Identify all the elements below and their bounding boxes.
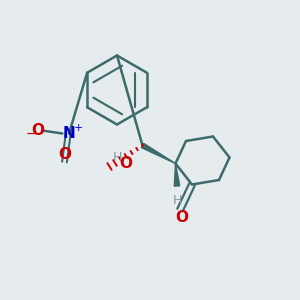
Polygon shape [141, 143, 175, 164]
Text: O: O [119, 156, 133, 171]
Text: H: H [172, 194, 182, 206]
Text: O: O [31, 123, 44, 138]
Text: O: O [58, 147, 71, 162]
Text: N: N [63, 126, 75, 141]
Polygon shape [174, 164, 180, 186]
Text: +: + [73, 123, 83, 133]
Text: H: H [112, 151, 122, 164]
Text: O: O [175, 210, 188, 225]
Text: −: − [25, 128, 36, 141]
